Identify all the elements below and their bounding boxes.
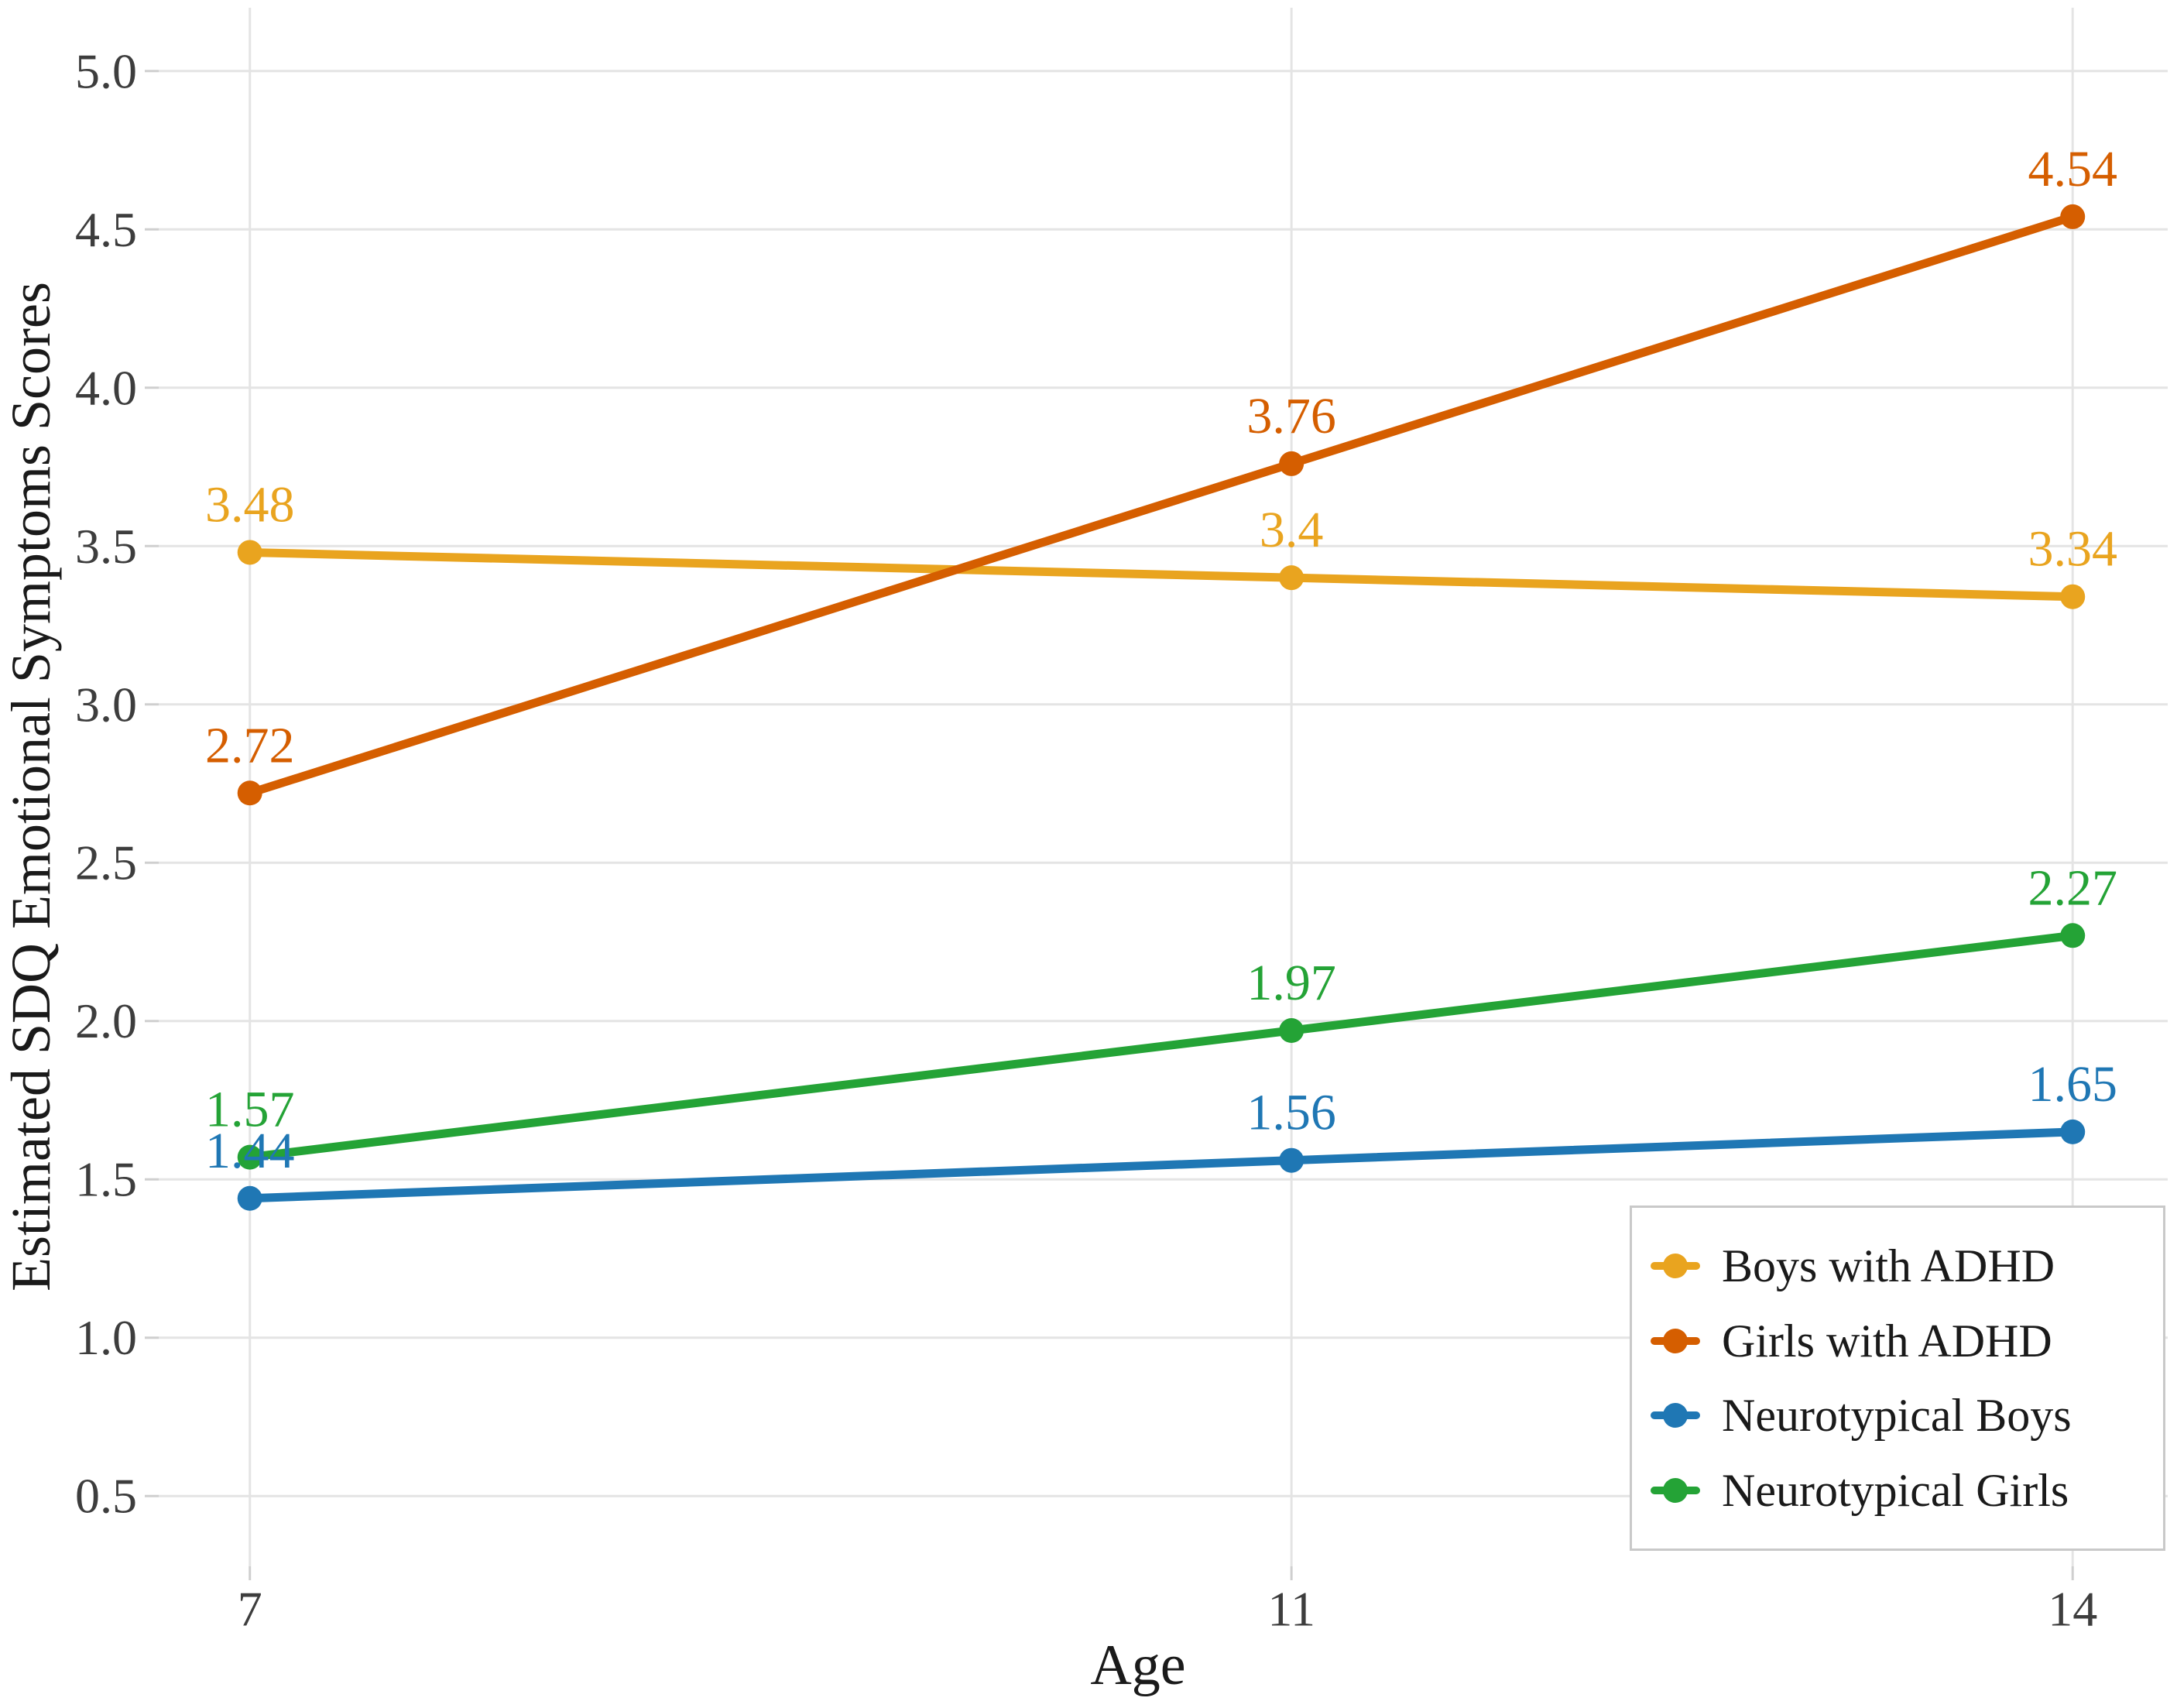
y-tick-label: 2.5 (75, 835, 137, 890)
data-point-label: 2.72 (205, 717, 295, 773)
data-point (237, 540, 262, 565)
data-point (1279, 451, 1304, 476)
x-tick-label: 14 (2048, 1582, 2097, 1637)
series-line (245, 547, 2077, 602)
series-line (245, 1127, 2077, 1203)
legend-item-boys-with-adhd: Boys with ADHD (1651, 1242, 2155, 1290)
data-point (2060, 584, 2086, 609)
legend-item-girls-with-adhd: Girls with ADHD (1651, 1317, 2155, 1365)
series-neurotypical-girls (237, 923, 2086, 1170)
series-line (245, 212, 2077, 797)
series-labels-boys-with-adhd: 3.48 3.4 3.34 (205, 476, 2117, 577)
legend-key-icon (1651, 1328, 1700, 1353)
legend-item-neurotypical-girls: Neurotypical Girls (1651, 1466, 2155, 1514)
legend-key-dot (1663, 1328, 1688, 1353)
legend-key-dot (1663, 1477, 1688, 1503)
series-neurotypical-boys (237, 1119, 2086, 1211)
data-point-label: 3.76 (1246, 388, 1336, 444)
legend: Boys with ADHD Girls with ADHD Neurotypica… (1630, 1206, 2165, 1551)
data-point-label: 2.27 (2028, 859, 2117, 916)
x-tick-label: 7 (238, 1582, 262, 1637)
data-point (1279, 1147, 1304, 1173)
data-point-label: 3.4 (1260, 502, 1324, 558)
data-point (2060, 923, 2086, 948)
series-labels-neurotypical-girls: 1.57 1.97 2.27 (205, 859, 2117, 1137)
y-tick-label: 0.5 (75, 1469, 137, 1524)
series-boys-with-adhd (237, 540, 2086, 609)
data-point-label: 3.34 (2028, 521, 2117, 578)
y-tick-label: 3.5 (75, 519, 137, 574)
y-tick-label: 2.0 (75, 993, 137, 1048)
data-point (237, 1144, 262, 1170)
data-point-label: 1.57 (205, 1082, 295, 1138)
data-point (2060, 1119, 2086, 1144)
axis-tick-layer (145, 70, 2074, 1580)
y-axis-title: Estimated SDQ Emotional Symptoms Scores (0, 282, 62, 1291)
series-girls-with-adhd (237, 204, 2086, 806)
y-tick-label: 4.5 (75, 202, 137, 257)
data-point (1279, 565, 1304, 591)
series-labels-neurotypical-boys: 1.44 1.56 1.65 (205, 1056, 2117, 1179)
data-point-label: 1.65 (2028, 1056, 2117, 1113)
y-tick-label: 5.0 (75, 43, 137, 98)
axis-label-layer: 0.5 1.0 1.5 2.0 2.5 3.0 3.5 4.0 4.5 5.0 7 11 14 (75, 43, 2097, 1636)
data-point-label: 3.48 (205, 476, 295, 533)
data-point (1279, 1018, 1304, 1044)
legend-key-icon (1651, 1477, 1700, 1503)
y-tick-label: 3.0 (75, 677, 137, 732)
data-point-label: 1.97 (1246, 955, 1336, 1011)
legend-label: Neurotypical Boys (1722, 1390, 2072, 1442)
legend-label: Boys with ADHD (1722, 1240, 2055, 1291)
data-point (237, 1185, 262, 1211)
series-labels-girls-with-adhd: 2.72 3.76 4.54 (205, 141, 2117, 773)
legend-key-icon (1651, 1403, 1700, 1428)
legend-key-dot (1663, 1403, 1688, 1428)
data-point-label: 4.54 (2028, 141, 2117, 197)
series-line (245, 931, 2077, 1162)
y-tick-label: 4.0 (75, 360, 137, 415)
legend-key-icon (1651, 1254, 1700, 1278)
legend-key-dot (1663, 1254, 1688, 1278)
y-tick-label: 1.0 (75, 1310, 137, 1365)
y-tick-label: 1.5 (75, 1152, 137, 1207)
x-tick-label: 11 (1267, 1582, 1315, 1637)
legend-label: Girls with ADHD (1722, 1315, 2052, 1367)
legend-item-neurotypical-boys: Neurotypical Boys (1651, 1391, 2155, 1439)
data-point (237, 780, 262, 806)
data-point (2060, 204, 2086, 229)
legend-label: Neurotypical Girls (1722, 1464, 2069, 1516)
data-point-label: 1.56 (1246, 1085, 1336, 1141)
data-point-label: 1.44 (205, 1123, 295, 1179)
x-axis-title: Age (1090, 1634, 1186, 1697)
